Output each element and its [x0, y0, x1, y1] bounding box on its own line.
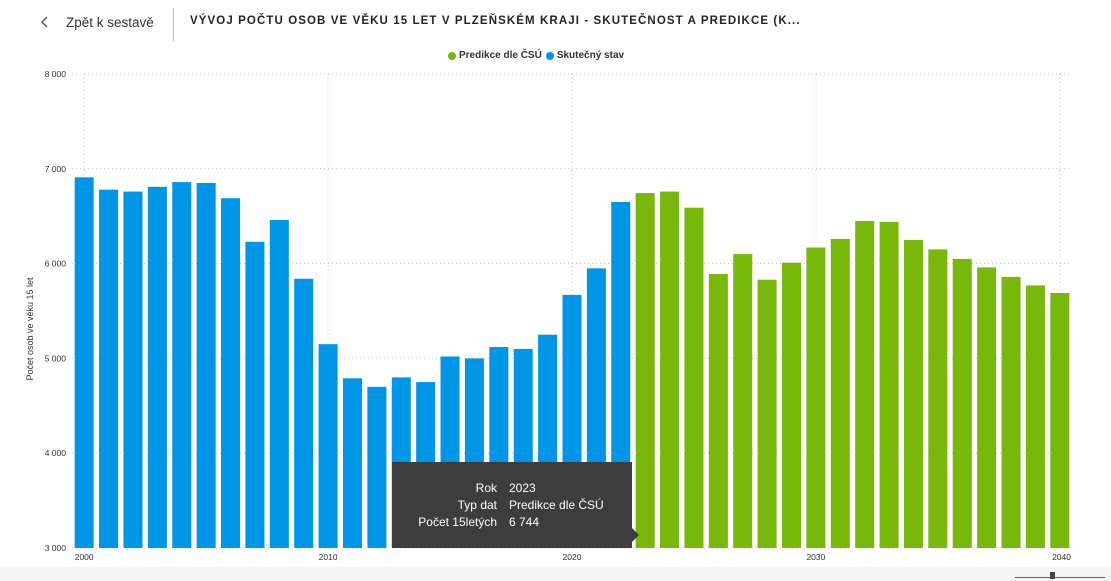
- tooltip-row-type: Typ dat Predikce dle ČSÚ: [392, 498, 632, 515]
- data-tooltip: Rok 2023 Typ dat Predikce dle ČSÚ Počet …: [392, 462, 632, 548]
- bar[interactable]: [147, 186, 167, 548]
- bar[interactable]: [733, 254, 753, 548]
- bar[interactable]: [830, 238, 850, 548]
- report-header: Zpět k sestavě VÝVOJ POČTU OSOB VE VĚKU …: [0, 0, 1111, 44]
- zoom-slider-thumb[interactable]: [1050, 572, 1055, 579]
- bar[interactable]: [757, 279, 777, 548]
- tooltip-key: Rok: [475, 481, 497, 495]
- tooltip-row-count: Počet 15letých 6 744: [392, 515, 632, 532]
- bar[interactable]: [172, 182, 192, 548]
- y-tick-label: 8 000: [45, 69, 67, 79]
- bar[interactable]: [269, 219, 289, 548]
- x-tick-label: 2010: [319, 552, 338, 562]
- bar[interactable]: [99, 189, 119, 548]
- x-tick-label: 2030: [806, 552, 825, 562]
- tooltip-value: Predikce dle ČSÚ: [509, 498, 604, 512]
- tooltip-value: 2023: [509, 481, 536, 495]
- bar[interactable]: [1050, 292, 1070, 548]
- bar[interactable]: [123, 191, 143, 548]
- tooltip-caret: [632, 528, 639, 542]
- zoom-slider-track[interactable]: [1015, 577, 1105, 578]
- bar[interactable]: [74, 177, 94, 548]
- back-to-report-button[interactable]: Zpět k sestavě: [36, 10, 154, 34]
- y-tick-label: 4 000: [45, 448, 67, 458]
- y-axis-title: Počet osob ve věku 15 let: [25, 277, 35, 381]
- y-tick-label: 5 000: [45, 353, 67, 363]
- bar[interactable]: [1025, 285, 1045, 548]
- header-divider: [173, 8, 174, 41]
- tooltip-value: 6 744: [509, 515, 540, 529]
- bar[interactable]: [367, 386, 387, 548]
- bar[interactable]: [903, 239, 923, 548]
- bar[interactable]: [806, 247, 826, 548]
- legend-item-actual[interactable]: Skutečný stav: [545, 50, 625, 61]
- axis-labels: 3 000 4 000 5 000 6 000 7 000 8 000 2000 2010 20…: [25, 69, 1071, 562]
- bar[interactable]: [294, 278, 314, 548]
- bar[interactable]: [635, 193, 655, 549]
- bar[interactable]: [684, 207, 704, 548]
- bottom-scroll-area: [0, 567, 1111, 581]
- bar[interactable]: [708, 274, 728, 548]
- bar[interactable]: [1001, 276, 1021, 548]
- legend-dot-prediction: [448, 51, 456, 60]
- chevron-left-icon: [36, 13, 54, 31]
- bar[interactable]: [245, 241, 265, 548]
- tooltip-key: Počet 15letých: [418, 515, 497, 529]
- bar[interactable]: [318, 344, 338, 548]
- x-tick-label: 2000: [75, 552, 94, 562]
- bar[interactable]: [977, 267, 997, 548]
- bar[interactable]: [221, 198, 241, 549]
- bar[interactable]: [782, 262, 802, 548]
- x-tick-label: 2020: [563, 552, 582, 562]
- y-tick-label: 6 000: [45, 259, 67, 269]
- y-tick-label: 3 000: [45, 543, 67, 553]
- chart-legend: Predikce dle ČSÚ Skutečný stav: [448, 50, 628, 61]
- back-label: Zpět k sestavě: [66, 14, 154, 30]
- bar[interactable]: [879, 221, 899, 548]
- legend-label-prediction: Predikce dle ČSÚ: [459, 50, 542, 61]
- bar[interactable]: [611, 201, 631, 549]
- tooltip-key: Typ dat: [457, 498, 497, 512]
- legend-item-prediction[interactable]: Predikce dle ČSÚ: [448, 50, 542, 61]
- y-tick-label: 7 000: [45, 164, 67, 174]
- bar[interactable]: [660, 191, 680, 548]
- tooltip-row-year: Rok 2023: [392, 481, 632, 498]
- legend-label-actual: Skutečný stav: [556, 50, 625, 61]
- bar[interactable]: [928, 249, 948, 548]
- x-tick-label: 2040: [1052, 552, 1071, 562]
- bar[interactable]: [196, 183, 216, 548]
- page-title: VÝVOJ POČTU OSOB VE VĚKU 15 LET V PLZEŇS…: [190, 15, 801, 27]
- bar[interactable]: [855, 220, 875, 548]
- bar[interactable]: [952, 258, 972, 548]
- legend-dot-actual: [545, 51, 554, 60]
- bar[interactable]: [342, 378, 362, 548]
